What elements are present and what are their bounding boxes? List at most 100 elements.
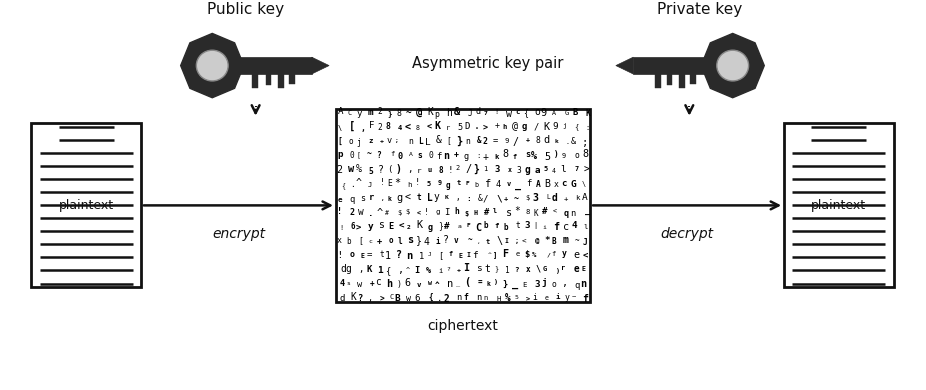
Text: ?: ?: [357, 294, 363, 303]
Text: 6: 6: [404, 278, 410, 288]
Text: ,: ,: [407, 165, 413, 174]
Text: f: f: [582, 294, 588, 304]
Text: 3: 3: [534, 280, 540, 289]
Text: *: *: [544, 236, 549, 245]
Text: 8: 8: [416, 125, 419, 131]
Text: .: .: [368, 209, 373, 218]
Text: K: K: [416, 220, 422, 230]
Text: {: {: [523, 108, 528, 117]
Bar: [656, 74, 661, 88]
Text: e: e: [544, 295, 549, 301]
Text: (: (: [465, 277, 470, 287]
Text: +: +: [377, 237, 382, 246]
Text: 2: 2: [444, 294, 450, 304]
Text: j: j: [562, 123, 566, 129]
Text: n: n: [447, 279, 453, 289]
Text: $: $: [525, 195, 530, 201]
Text: E: E: [582, 266, 586, 272]
Text: #: #: [483, 208, 489, 217]
Text: \: \: [535, 264, 541, 273]
Text: ]: ]: [493, 252, 497, 259]
Text: $: $: [405, 209, 409, 215]
Text: k: k: [486, 281, 490, 287]
Text: d: d: [552, 193, 557, 203]
Text: ,: ,: [455, 193, 460, 202]
Text: ): ): [397, 280, 402, 289]
Text: n: n: [443, 151, 449, 161]
Text: .: .: [566, 140, 569, 145]
Text: B: B: [394, 294, 400, 303]
Text: D: D: [464, 122, 469, 131]
Text: 4: 4: [571, 221, 577, 230]
Text: p: p: [434, 110, 439, 119]
Text: v: v: [454, 236, 458, 245]
Text: m: m: [368, 108, 373, 117]
Text: l: l: [397, 237, 402, 246]
Text: 1: 1: [385, 251, 391, 261]
Text: r: r: [561, 265, 566, 271]
Text: r: r: [445, 125, 450, 131]
Text: c: c: [561, 179, 566, 188]
Text: F: F: [369, 121, 375, 130]
Text: y: y: [433, 192, 440, 202]
Text: f: f: [494, 223, 498, 229]
Text: +: +: [564, 196, 568, 202]
Text: I: I: [414, 266, 419, 275]
Text: i: i: [532, 293, 537, 302]
Text: ;: ;: [582, 138, 588, 147]
Text: i: i: [542, 225, 545, 230]
Text: k: k: [494, 154, 499, 160]
Text: ^: ^: [377, 208, 383, 218]
Text: encrypt: encrypt: [212, 227, 265, 241]
Text: !: !: [494, 109, 499, 115]
Text: C: C: [348, 110, 352, 116]
Text: k: k: [388, 195, 392, 202]
Text: {: {: [341, 182, 345, 188]
Text: 3: 3: [494, 165, 500, 174]
Text: \: \: [337, 125, 342, 131]
Text: h: h: [503, 124, 507, 130]
Text: g: g: [436, 209, 441, 215]
Text: 9: 9: [553, 122, 558, 131]
Text: t: t: [485, 239, 490, 245]
Text: <: <: [405, 192, 411, 202]
Text: b: b: [503, 223, 507, 232]
Text: |: |: [533, 222, 538, 229]
Bar: [633, 57, 713, 74]
Text: Public key: Public key: [207, 2, 284, 18]
Text: i: i: [435, 237, 440, 246]
Text: E: E: [458, 253, 462, 259]
Bar: [31, 123, 141, 287]
Text: >: >: [380, 293, 384, 302]
Text: =: =: [478, 278, 482, 287]
Text: _: _: [584, 207, 590, 216]
Text: r: r: [369, 193, 374, 202]
Text: &: &: [436, 135, 442, 145]
Text: s: s: [346, 282, 351, 287]
Text: A: A: [536, 180, 541, 189]
Text: m: m: [563, 235, 569, 245]
Text: h: h: [386, 279, 393, 289]
Text: l: l: [560, 165, 566, 174]
Text: f: f: [513, 154, 517, 160]
Text: b: b: [346, 237, 351, 246]
Text: F: F: [502, 249, 507, 259]
Text: 2: 2: [349, 208, 355, 217]
Text: !: !: [340, 225, 344, 231]
Text: q: q: [350, 195, 355, 204]
Text: &: &: [454, 107, 460, 117]
Polygon shape: [312, 57, 329, 74]
Text: x: x: [554, 180, 559, 189]
Text: t: t: [516, 221, 520, 230]
Text: s: s: [506, 208, 512, 218]
Text: 4: 4: [339, 279, 344, 289]
Text: n: n: [465, 137, 470, 146]
Text: 4: 4: [398, 126, 402, 131]
Text: f: f: [526, 179, 532, 188]
Text: @: @: [511, 121, 518, 131]
Text: ): ): [554, 150, 558, 159]
Text: +: +: [370, 279, 375, 288]
Text: j: j: [542, 278, 547, 287]
Text: ,: ,: [358, 265, 363, 274]
Text: e: e: [516, 251, 519, 257]
